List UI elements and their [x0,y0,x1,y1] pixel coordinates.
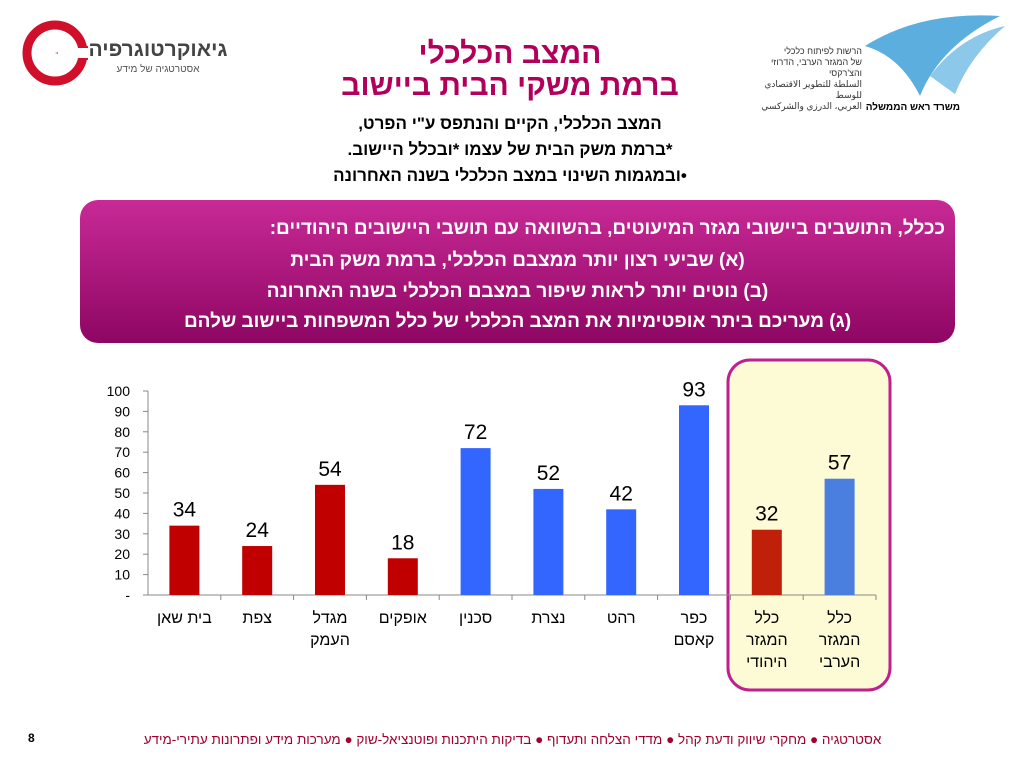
highlight-line: (ב) נוטים יותר לראות שיפור במצבם הכלכלי … [266,281,769,302]
logo-mark [22,20,88,86]
highlight-box [80,200,955,343]
title-line: המצב הכלכלי [418,37,602,70]
data-label: 57 [828,452,851,475]
data-label: 34 [173,499,197,522]
subtitle-line: המצב הכלכלי, הקיים והנתפס ע"י הפרט, [358,114,662,133]
bar [460,448,491,595]
bar [533,488,564,595]
data-label: 54 [318,458,342,481]
y-tick-label: 50 [114,485,130,501]
y-tick-label: 60 [114,465,130,481]
data-label: 93 [682,378,705,401]
logo-right-text: הרשות לפיתוח כלכלי של המגזר הערבי, הדרוזי… [740,46,862,112]
bar [242,546,273,595]
page-number: 8 [28,731,35,745]
x-tick-label: מגדל העמק [310,610,350,649]
highlight-line: (ג) מעריכם ביתר אופטימיות את המצב הכלכלי… [183,311,852,332]
bar [387,558,418,595]
bar [751,529,782,595]
y-tick-label: 80 [114,424,130,440]
logo-right-line: של המגזר הערבי, הדרוזי והצ'רקסי [770,57,862,78]
data-label: 32 [755,503,778,526]
bar [169,525,200,595]
subtitle-line: •ובמגמות השינוי במצב הכלכלי בשנה האחרונה [333,166,687,185]
logo-right-mark [865,15,1005,96]
bar [606,509,637,595]
highlight-line: (א) שביעי רצון יותר ממצבם הכלכלי, ברמת מ… [290,250,745,271]
y-tick-label: 90 [114,403,130,419]
y-tick-label: 100 [107,383,131,399]
logo-left-tagline: אסטרטגיה של מידע [116,64,200,75]
data-label: 24 [246,519,270,542]
x-tick-label: כלל המגזר היהודי [745,610,788,671]
x-tick-label: כלל המגזר הערבי [818,610,861,671]
y-tick-label: 40 [114,505,130,521]
logo-right-line: العربي، الدرزي والشركسي [761,101,862,111]
bar [824,478,855,595]
y-tick-label: 70 [114,444,130,460]
y-tick-label: 10 [114,567,130,583]
y-tick-label: 20 [114,546,130,562]
chart: - 10 20 30 40 50 60 70 80 90 100 34 24 54 18 72 52 42 93 32… [107,358,892,692]
data-label: 52 [537,462,560,485]
subtitle-line: *ברמת משק הבית של עצמו *ובכלל היישוב. [347,140,673,159]
bar [679,405,709,595]
data-label: 72 [464,421,487,444]
logo-left-name: גיאוקרטוגרפיה [88,38,228,61]
data-label: 18 [391,531,414,554]
x-tick-label: כפר קאסם [673,610,715,649]
logo-right-caption: משרד ראש הממשלה [865,102,960,113]
title-line: ברמת משקי הבית ביישוב [341,69,679,102]
y-tick-label: 30 [114,526,130,542]
x-tick-label: רהט [606,610,636,627]
highlight-line: ככלל, התושבים ביישובי מגזר המיעוטים, בהש… [269,218,945,239]
data-label: 42 [610,482,633,505]
y-tick-label: - [125,587,130,603]
highlight-frame [726,358,892,692]
x-tick-label: אופקים [378,610,427,627]
bar [315,484,345,595]
x-tick-label: צפת [242,610,272,627]
x-tick-label: בית שאן [156,610,212,627]
footer: אסטרטגיה ● מחקרי שיווק ודעת קהל ● מדדי ה… [143,732,882,747]
x-tick-label: סכנין [458,610,493,627]
x-tick-label: נצרת [531,610,566,627]
logo-right-line: הרשות לפיתוח כלכלי [783,46,862,56]
logo-right-line: السلطة للتطوير الاقتصادي للوسط [764,79,862,100]
